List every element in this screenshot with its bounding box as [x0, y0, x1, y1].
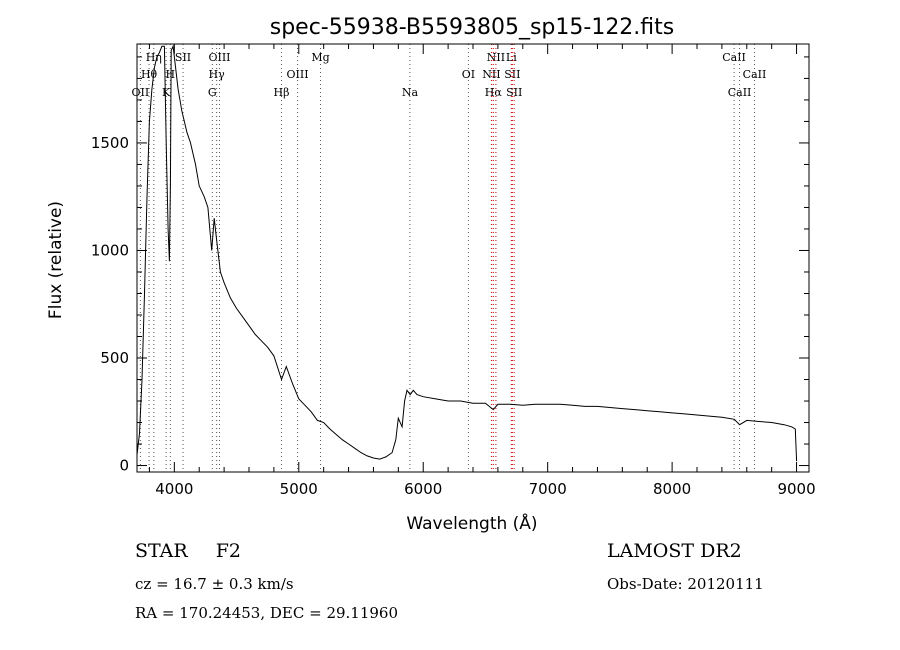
spectral-line-label: OIII [287, 68, 309, 81]
x-tick-label: 4000 [155, 480, 193, 498]
observation-date: Obs-Date: 20120111 [607, 575, 764, 593]
spectral-line-label: Li [506, 51, 517, 64]
y-axis: 0 500 1000 1500 [91, 56, 809, 475]
spectral-line-label: OI [462, 68, 475, 81]
spectral-line-label: Mg [311, 51, 329, 64]
spectral-line-label: SII [504, 68, 520, 81]
chart-title: spec-55938-B5593805_sp15-122.fits [270, 15, 675, 40]
spectral-line-label: K [162, 86, 171, 99]
spectral-line-label: H [166, 68, 176, 81]
x-axis: 4000 5000 6000 7000 8000 9000 [148, 44, 816, 498]
spectral-line-label: Na [402, 86, 419, 99]
x-tick-label: 8000 [653, 480, 691, 498]
spectral-line-label: CaII [722, 51, 746, 64]
survey-name: LAMOST DR2 [607, 540, 742, 562]
plot-frame [136, 43, 810, 473]
spectrum-chart: spec-55938-B5593805_sp15-122.fits Hη Hθ OI… [46, 15, 816, 534]
spectral-line-label: SII [506, 86, 522, 99]
spectral-line-label: G [208, 86, 217, 99]
x-tick-label: 7000 [529, 480, 567, 498]
object-classification: STAR F2 [135, 540, 241, 562]
spectral-line-label: CaII [743, 68, 767, 81]
y-axis-label: Flux (relative) [46, 201, 66, 319]
spectral-line-label: Hθ [141, 68, 158, 81]
redshift-value: cz = 16.7 ± 0.3 km/s [135, 575, 294, 593]
x-axis-label: Wavelength (Å) [406, 512, 537, 534]
spectral-line-label: Hη [146, 51, 162, 64]
spectral-line-label: NII [482, 68, 500, 81]
spectral-line-label: OIII [208, 51, 230, 64]
spectral-line-label: Hβ [274, 86, 290, 99]
x-tick-label: 9000 [777, 480, 815, 498]
spectral-line-label: CaII [728, 86, 752, 99]
spectral-line-label: NII [487, 51, 505, 64]
coordinates: RA = 170.24453, DEC = 29.11960 [135, 604, 399, 622]
y-tick-label: 1500 [91, 134, 129, 152]
spectral-line-label: OII [132, 86, 150, 99]
y-tick-label: 1000 [91, 241, 129, 259]
spectrum-line [136, 44, 798, 462]
y-tick-label: 500 [100, 349, 129, 367]
spectral-line-label: SII [175, 51, 191, 64]
y-tick-label: 0 [119, 457, 129, 475]
object-type: STAR [135, 540, 188, 562]
spectral-subclass: F2 [215, 540, 241, 562]
spectral-line-label: Hα [485, 86, 503, 99]
x-tick-label: 6000 [404, 480, 442, 498]
spectral-line-label: Hγ [209, 68, 226, 81]
x-tick-label: 5000 [280, 480, 318, 498]
